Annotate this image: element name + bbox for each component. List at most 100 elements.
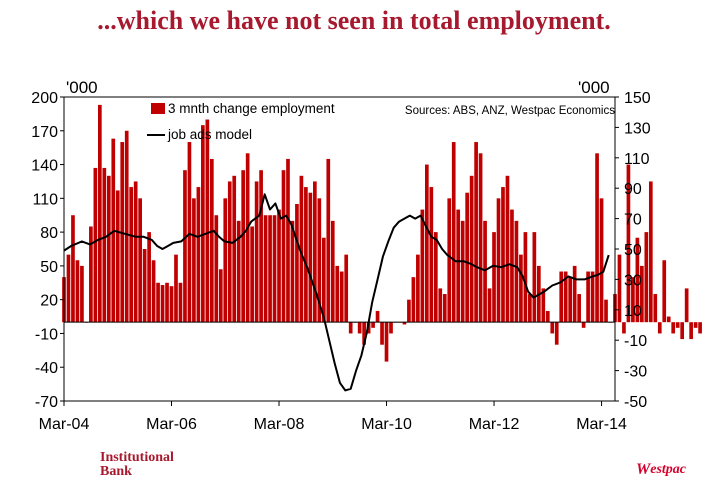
bar bbox=[689, 322, 693, 340]
bar bbox=[317, 198, 322, 323]
bar bbox=[268, 215, 272, 323]
bar bbox=[478, 153, 483, 323]
legend-line-label: job ads model bbox=[167, 127, 252, 142]
bar bbox=[71, 215, 75, 323]
right-tick-label: 10 bbox=[624, 303, 642, 320]
bar bbox=[227, 181, 232, 323]
bar bbox=[604, 299, 608, 323]
bar bbox=[581, 322, 586, 328]
right-tick-label: 130 bbox=[624, 120, 651, 137]
right-tick-label: 70 bbox=[624, 212, 642, 229]
bar bbox=[89, 226, 93, 323]
bar bbox=[115, 190, 120, 323]
bar bbox=[662, 260, 667, 323]
bar bbox=[174, 254, 178, 323]
bars-layer bbox=[62, 104, 702, 362]
bar bbox=[568, 277, 573, 323]
bar bbox=[93, 167, 98, 323]
left-tick-label: 200 bbox=[31, 90, 58, 107]
bar bbox=[469, 175, 474, 323]
bar bbox=[321, 237, 326, 323]
bar bbox=[595, 153, 599, 323]
bar bbox=[183, 170, 187, 323]
westpac-w-mark: W bbox=[636, 461, 650, 478]
bar bbox=[577, 294, 581, 323]
bar bbox=[474, 142, 478, 323]
bar bbox=[106, 175, 111, 323]
bar bbox=[635, 237, 640, 323]
bar bbox=[375, 310, 380, 323]
legend-bar-swatch bbox=[151, 103, 165, 114]
bar bbox=[326, 158, 331, 323]
bar bbox=[339, 271, 344, 323]
x-tick-label: Mar-08 bbox=[254, 416, 305, 433]
bar bbox=[550, 322, 555, 334]
bar bbox=[483, 220, 487, 323]
bar bbox=[626, 164, 631, 323]
right-tick-label: 30 bbox=[624, 272, 642, 289]
bar bbox=[487, 288, 492, 323]
bar bbox=[245, 153, 250, 323]
bar bbox=[147, 232, 151, 323]
bar bbox=[98, 104, 102, 323]
job-ads-line bbox=[63, 193, 610, 392]
bar bbox=[151, 260, 156, 323]
bar bbox=[272, 215, 277, 323]
left-tick-label: 170 bbox=[31, 124, 58, 141]
bar bbox=[492, 232, 496, 323]
left-tick-label: 20 bbox=[40, 293, 58, 310]
line-layer bbox=[63, 193, 610, 392]
bar bbox=[129, 187, 134, 323]
bar bbox=[519, 254, 523, 323]
right-tick-label: -10 bbox=[624, 333, 647, 350]
bar bbox=[438, 288, 443, 323]
bar bbox=[653, 294, 658, 323]
legend-bar-label: 3 mnth change employment bbox=[168, 101, 335, 116]
bar bbox=[590, 271, 595, 323]
bar bbox=[380, 322, 384, 345]
source-note: Sources: ABS, ANZ, Westpac Economics bbox=[405, 105, 615, 117]
bar bbox=[102, 167, 107, 323]
bar bbox=[223, 198, 228, 323]
bar bbox=[133, 181, 138, 323]
left-tick-label: -70 bbox=[35, 394, 58, 411]
legend: 3 mnth change employment job ads model bbox=[147, 101, 335, 142]
right-tick-label: -50 bbox=[624, 394, 647, 411]
right-tick-label: -30 bbox=[624, 364, 647, 381]
bar bbox=[290, 220, 295, 323]
bar bbox=[313, 181, 317, 323]
left-tick-label: 50 bbox=[40, 259, 58, 276]
bar bbox=[295, 203, 299, 323]
bar bbox=[528, 294, 532, 323]
left-axis: 200 170 140 110 80 50 20 -10 -40 -70 bbox=[31, 90, 64, 411]
bar bbox=[545, 310, 550, 323]
bar bbox=[622, 322, 626, 334]
bar bbox=[640, 265, 644, 323]
right-tick-label: 90 bbox=[624, 181, 642, 198]
bar bbox=[617, 254, 622, 323]
right-axis-unit: '000 bbox=[578, 78, 610, 97]
bar bbox=[425, 164, 429, 323]
bar bbox=[138, 198, 142, 323]
bar bbox=[532, 232, 537, 323]
bar bbox=[187, 142, 192, 323]
bar bbox=[254, 181, 259, 323]
bar bbox=[304, 187, 308, 323]
x-tick-label: Mar-10 bbox=[361, 416, 412, 433]
westpac-logo: W estpac bbox=[636, 461, 686, 479]
bar bbox=[666, 316, 671, 323]
left-tick-label: 110 bbox=[32, 191, 58, 208]
logo-line-1: Institutional bbox=[100, 450, 174, 465]
bar bbox=[631, 277, 635, 323]
bar bbox=[684, 288, 689, 323]
bar bbox=[572, 265, 577, 323]
right-tick-label: 50 bbox=[624, 242, 642, 259]
bar bbox=[241, 170, 246, 323]
bar bbox=[362, 322, 366, 345]
left-tick-label: -10 bbox=[35, 326, 58, 343]
bar bbox=[192, 198, 196, 323]
bar bbox=[671, 322, 676, 334]
bar bbox=[505, 175, 510, 323]
bar bbox=[680, 322, 685, 340]
bar bbox=[433, 232, 438, 323]
